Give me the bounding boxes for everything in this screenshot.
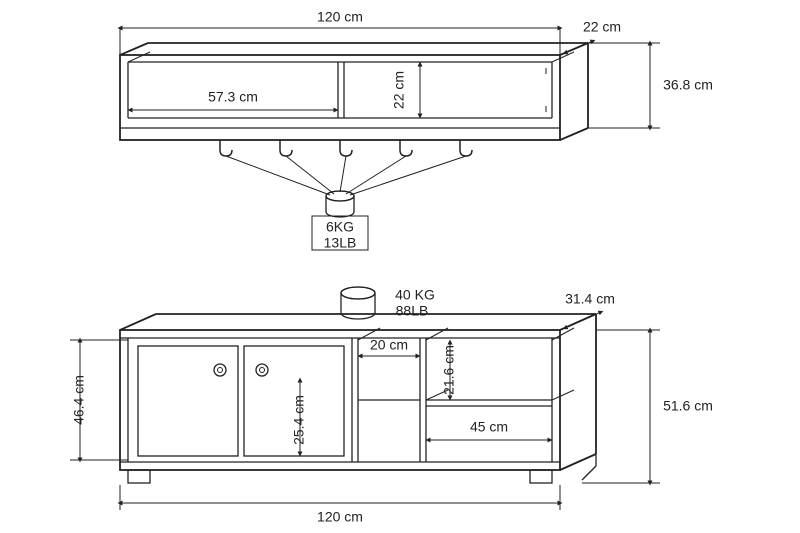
upper-weight-lines — [226, 156, 466, 195]
upper-dim-width-label: 120 cm — [317, 9, 363, 25]
upper-dim-inner-width: 57.3 cm — [130, 89, 336, 110]
lower-dim-width: 120 cm — [120, 485, 560, 525]
lower-weight-kg: 40 KG — [395, 287, 435, 303]
lower-dim-shelf-h: 21.6 cm — [441, 342, 457, 398]
upper-dim-inner-height: 22 cm — [391, 64, 420, 116]
upper-weight: 6KG 13LB — [312, 191, 368, 251]
upper-unit — [120, 43, 588, 140]
lower-dim-open-w-label: 45 cm — [470, 419, 508, 435]
upper-weight-lb: 13LB — [324, 235, 357, 251]
upper-dim-depth: 22 cm — [565, 19, 621, 53]
lower-weight-lb: 88LB — [396, 303, 429, 319]
lower-dim-open-w: 45 cm — [428, 419, 550, 440]
lower-dim-door-height-label: 25.4 cm — [291, 395, 307, 445]
upper-dim-width: 120 cm — [120, 9, 560, 55]
upper-dim-depth-label: 22 cm — [583, 19, 621, 35]
lower-dim-depth: 31.4 cm — [565, 291, 615, 328]
lower-dim-shelf-w-label: 20 cm — [370, 337, 408, 353]
lower-dim-inner-height-label: 46.4 cm — [71, 375, 87, 425]
upper-weight-kg: 6KG — [326, 219, 354, 235]
lower-unit — [120, 314, 596, 483]
upper-dim-height-label: 36.8 cm — [663, 77, 713, 93]
lower-dim-door-height: 25.4 cm — [291, 380, 307, 454]
upper-dim-inner-height-label: 22 cm — [391, 71, 407, 109]
lower-dim-shelf-w: 20 cm — [360, 337, 418, 356]
lower-dim-shelf-h-label: 21.6 cm — [441, 345, 457, 395]
upper-dim-inner-width-label: 57.3 cm — [208, 89, 258, 105]
upper-hooks — [220, 140, 472, 156]
upper-dim-height: 36.8 cm — [588, 43, 713, 128]
lower-dim-height: 51.6 cm — [582, 330, 713, 483]
lower-dim-width-label: 120 cm — [317, 509, 363, 525]
lower-dim-height-label: 51.6 cm — [663, 398, 713, 414]
lower-dim-depth-label: 31.4 cm — [565, 291, 615, 307]
